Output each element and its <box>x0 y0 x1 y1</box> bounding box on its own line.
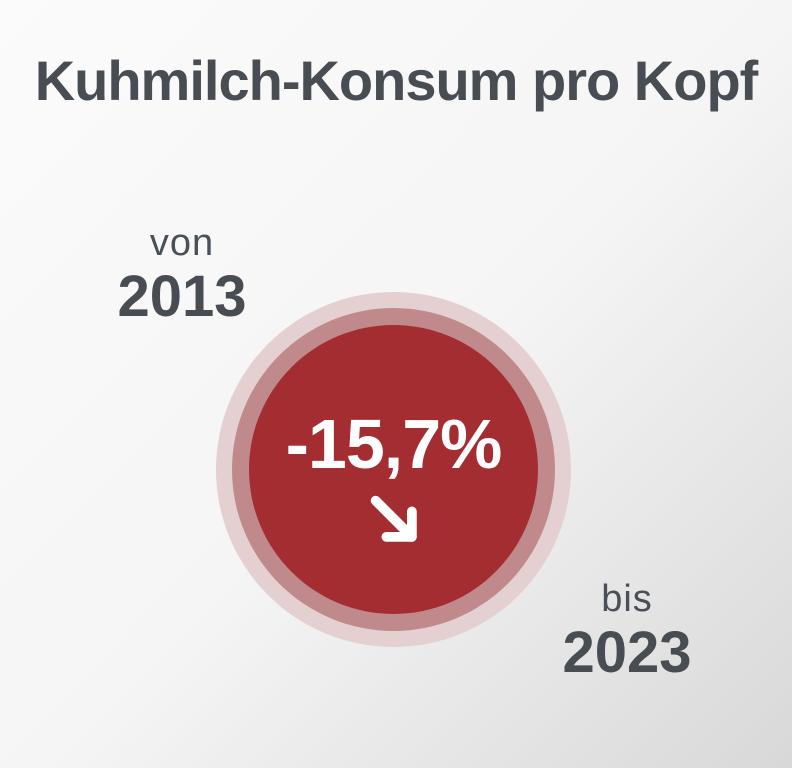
kpi-circle: -15,7% <box>249 325 538 614</box>
period-to: bis 2023 <box>543 580 711 682</box>
page-title: Kuhmilch-Konsum pro Kopf <box>34 49 759 112</box>
period-to-year: 2023 <box>562 620 692 685</box>
period-to-label: bis <box>601 578 653 620</box>
kpi-value: -15,7% <box>285 404 503 483</box>
arrow-down-right-icon <box>370 495 417 542</box>
period-from-label: von <box>149 222 215 264</box>
period-from: von 2013 <box>108 224 256 326</box>
period-from-year: 2013 <box>117 264 247 329</box>
